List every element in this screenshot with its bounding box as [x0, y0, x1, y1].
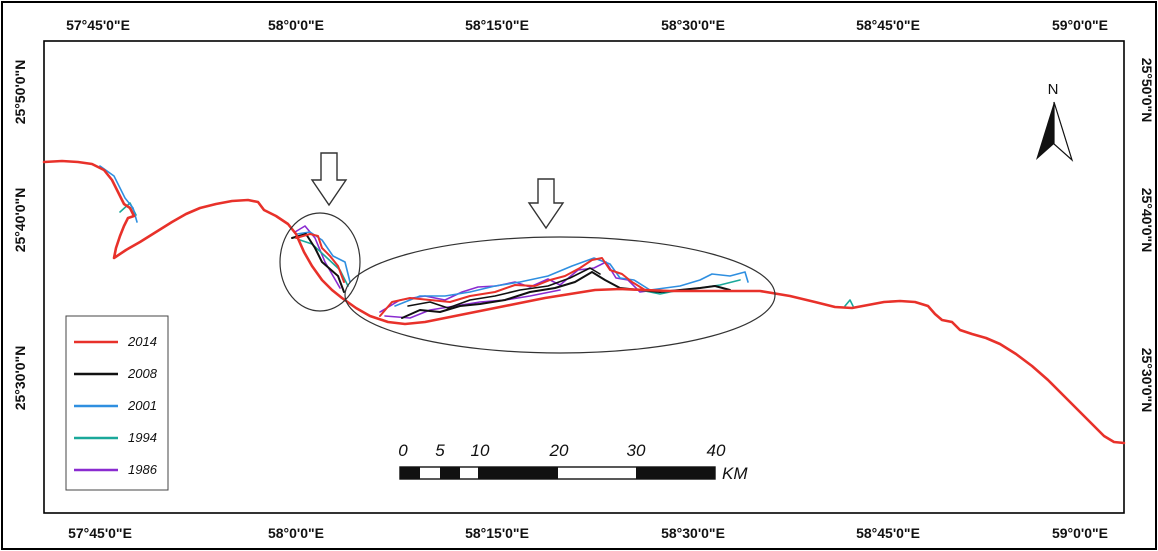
top-longitude-label: 58°0'0"E [268, 17, 324, 33]
scale-tick-label: 20 [549, 441, 569, 460]
zone-ellipse-central [344, 236, 776, 354]
legend-label-2008: 2008 [127, 366, 158, 381]
right-latitude-labels: 25°50'0"N 25°40'0"N 25°30'0"N [1139, 58, 1155, 413]
scale-tick-label: 5 [435, 441, 445, 460]
scale-segment [400, 467, 420, 479]
north-label: N [1048, 81, 1059, 98]
right-latitude-label: 25°50'0"N [1139, 58, 1155, 123]
scale-bar: 0 5 10 20 30 40 KM [398, 441, 748, 483]
scale-segment [440, 467, 460, 479]
top-longitude-label: 57°45'0"E [66, 17, 130, 33]
right-latitude-label: 25°40'0"N [1139, 188, 1155, 253]
bottom-longitude-labels: 57°45'0"E 58°0'0"E 58°15'0"E 58°30'0"E 5… [68, 525, 1108, 541]
shoreline-2014 [42, 159, 1126, 445]
left-latitude-label: 25°50'0"N [12, 60, 28, 125]
right-latitude-label: 25°30'0"N [1139, 348, 1155, 413]
top-longitude-label: 58°30'0"E [661, 17, 725, 33]
left-latitude-label: 25°40'0"N [12, 188, 28, 253]
legend-box [65, 315, 169, 491]
left-latitude-label: 25°30'0"N [12, 346, 28, 411]
down-arrow-central [527, 178, 565, 230]
scale-tick-label: 30 [627, 441, 646, 460]
bottom-longitude-label: 58°0'0"E [268, 525, 324, 541]
bottom-longitude-label: 58°15'0"E [465, 525, 529, 541]
bottom-longitude-label: 57°45'0"E [68, 525, 132, 541]
north-arrow-right-half [1053, 101, 1074, 162]
bottom-longitude-label: 59°0'0"E [1052, 525, 1108, 541]
top-longitude-label: 58°45'0"E [856, 17, 920, 33]
bottom-longitude-label: 58°30'0"E [661, 525, 725, 541]
north-arrow: N [1036, 81, 1074, 162]
north-arrow-left-half [1036, 102, 1054, 160]
zone-circle-west [279, 212, 361, 312]
scale-segment [478, 467, 558, 479]
legend-label-1986: 1986 [128, 462, 158, 477]
shorelines [42, 159, 1126, 445]
legend-label-1994: 1994 [128, 430, 157, 445]
down-arrow-west [310, 152, 348, 207]
legend-label-2001: 2001 [127, 398, 157, 413]
scale-tick-label: 0 [398, 441, 408, 460]
shoreline-1986 [294, 225, 656, 313]
top-longitude-label: 58°15'0"E [465, 17, 529, 33]
top-longitude-label: 59°0'0"E [1052, 17, 1108, 33]
shoreline-2001 [99, 165, 749, 307]
top-longitude-labels: 57°45'0"E 58°0'0"E 58°15'0"E 58°30'0"E 5… [66, 17, 1108, 33]
legend: 2014 2008 2001 1994 1986 [65, 315, 169, 491]
scale-unit-label: KM [722, 464, 748, 483]
left-latitude-labels: 25°50'0"N 25°40'0"N 25°30'0"N [12, 60, 28, 411]
bottom-longitude-label: 58°45'0"E [856, 525, 920, 541]
shoreline-2008-inner [407, 267, 601, 309]
shoreline-2014-upper [379, 257, 646, 317]
shoreline-2008 [291, 233, 731, 319]
scale-tick-label: 10 [471, 441, 490, 460]
scale-segment [636, 467, 715, 479]
scale-tick-label: 40 [707, 441, 726, 460]
legend-label-2014: 2014 [127, 334, 157, 349]
shoreline-1986-lower [384, 289, 561, 319]
shoreline-2014-westloop [295, 233, 345, 283]
